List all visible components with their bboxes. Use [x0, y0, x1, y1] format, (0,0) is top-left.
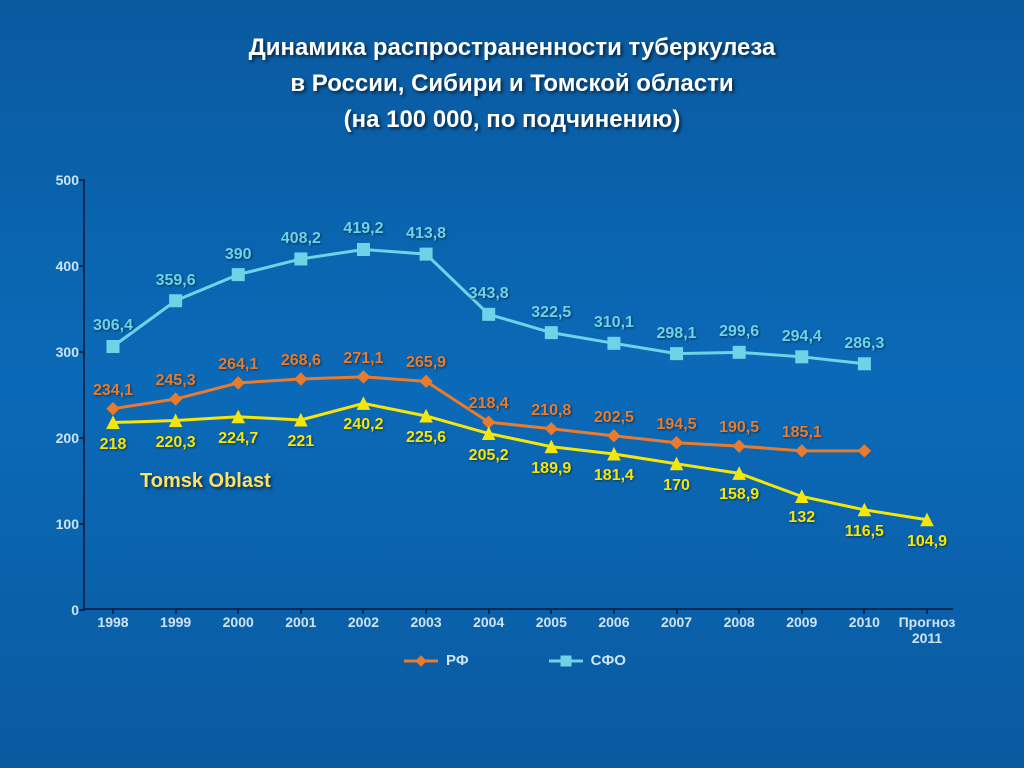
data-point-label: 299,6 — [719, 323, 759, 341]
data-point-label: 218 — [100, 436, 127, 454]
line-layer — [85, 180, 953, 608]
data-point-label: 224,7 — [218, 430, 258, 448]
plot-region: 0100200300400500199819992000200120022003… — [83, 180, 953, 610]
data-point-label: 225,6 — [406, 429, 446, 447]
data-point-label: 245,3 — [156, 372, 196, 390]
data-point-label: 116,5 — [845, 523, 884, 541]
data-point-label: 306,4 — [93, 317, 133, 335]
data-point-label: 310,1 — [594, 314, 634, 332]
data-point-label: 408,2 — [281, 230, 321, 248]
legend-item: СФО — [549, 652, 626, 669]
legend-item: РФ — [404, 652, 469, 669]
data-point-label: 294,4 — [782, 328, 822, 346]
data-point-label: 190,5 — [719, 419, 759, 437]
data-point-label: 132 — [788, 509, 815, 527]
legend: РФ СФО — [45, 652, 985, 670]
data-point-label: 265,9 — [406, 354, 446, 372]
data-point-label: 205,2 — [469, 447, 509, 465]
data-point-label: 170 — [663, 477, 690, 495]
data-point-label: 194,5 — [657, 416, 697, 434]
data-point-label: 185,1 — [782, 424, 822, 442]
data-point-label: 419,2 — [343, 220, 383, 238]
data-point-label: 298,1 — [657, 325, 697, 343]
data-point-label: 286,3 — [844, 335, 884, 353]
data-point-label: 234,1 — [93, 382, 133, 400]
data-point-label: 104,9 — [907, 533, 947, 551]
legend-label: РФ — [446, 652, 469, 669]
data-point-label: 264,1 — [218, 356, 258, 374]
data-point-label: 202,5 — [594, 409, 634, 427]
data-point-label: 343,8 — [469, 285, 509, 303]
data-point-label: 218,4 — [469, 395, 509, 413]
data-point-label: 220,3 — [156, 434, 196, 452]
data-point-label: 240,2 — [343, 416, 383, 434]
series-annotation: Tomsk Oblast — [140, 470, 271, 493]
title-line-2: в России, Сибири и Томской области — [0, 66, 1024, 102]
data-point-label: 322,5 — [531, 304, 571, 322]
data-point-label: 181,4 — [594, 467, 634, 485]
data-point-label: 268,6 — [281, 352, 321, 370]
title-line-1: Динамика распространенности туберкулеза — [0, 30, 1024, 66]
chart-title-block: Динамика распространенности туберкулеза … — [0, 0, 1024, 138]
data-point-label: 221 — [287, 433, 314, 451]
data-point-label: 359,6 — [156, 272, 196, 290]
data-point-label: 271,1 — [343, 350, 383, 368]
data-point-label: 390 — [225, 246, 252, 264]
data-point-label: 158,9 — [719, 486, 759, 504]
data-point-label: 413,8 — [406, 225, 446, 243]
data-point-label: 189,9 — [531, 460, 571, 478]
title-line-3: (на 100 000, по подчинению) — [0, 102, 1024, 138]
series-line — [113, 249, 864, 363]
data-point-label: 210,8 — [531, 402, 571, 420]
legend-label: СФО — [591, 652, 626, 669]
chart-area: 0100200300400500199819992000200120022003… — [45, 180, 985, 670]
